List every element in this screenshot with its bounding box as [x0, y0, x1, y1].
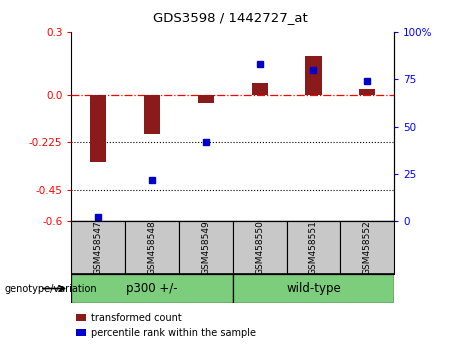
Text: p300 +/-: p300 +/- — [126, 282, 178, 295]
Bar — [252, 84, 268, 95]
Text: GSM458551: GSM458551 — [309, 220, 318, 275]
Text: GDS3598 / 1442727_at: GDS3598 / 1442727_at — [153, 11, 308, 24]
Bar — [340, 221, 394, 274]
Bar — [179, 221, 233, 274]
Text: genotype/variation: genotype/variation — [5, 284, 97, 293]
Bar — [198, 95, 214, 103]
Bar — [71, 274, 233, 303]
Text: wild-type: wild-type — [286, 282, 341, 295]
Bar — [287, 221, 340, 274]
Bar — [233, 274, 394, 303]
Bar — [90, 95, 106, 162]
Bar — [305, 56, 321, 95]
Bar — [233, 221, 287, 274]
Bar — [144, 95, 160, 134]
Bar — [125, 221, 179, 274]
Bar — [359, 89, 375, 95]
Text: GSM458552: GSM458552 — [363, 221, 372, 275]
Text: GSM458547: GSM458547 — [94, 221, 103, 275]
Text: GSM458548: GSM458548 — [148, 221, 157, 275]
Legend: transformed count, percentile rank within the sample: transformed count, percentile rank withi… — [77, 313, 256, 338]
Text: GSM458549: GSM458549 — [201, 221, 210, 275]
Bar — [71, 221, 125, 274]
Text: GSM458550: GSM458550 — [255, 220, 264, 275]
